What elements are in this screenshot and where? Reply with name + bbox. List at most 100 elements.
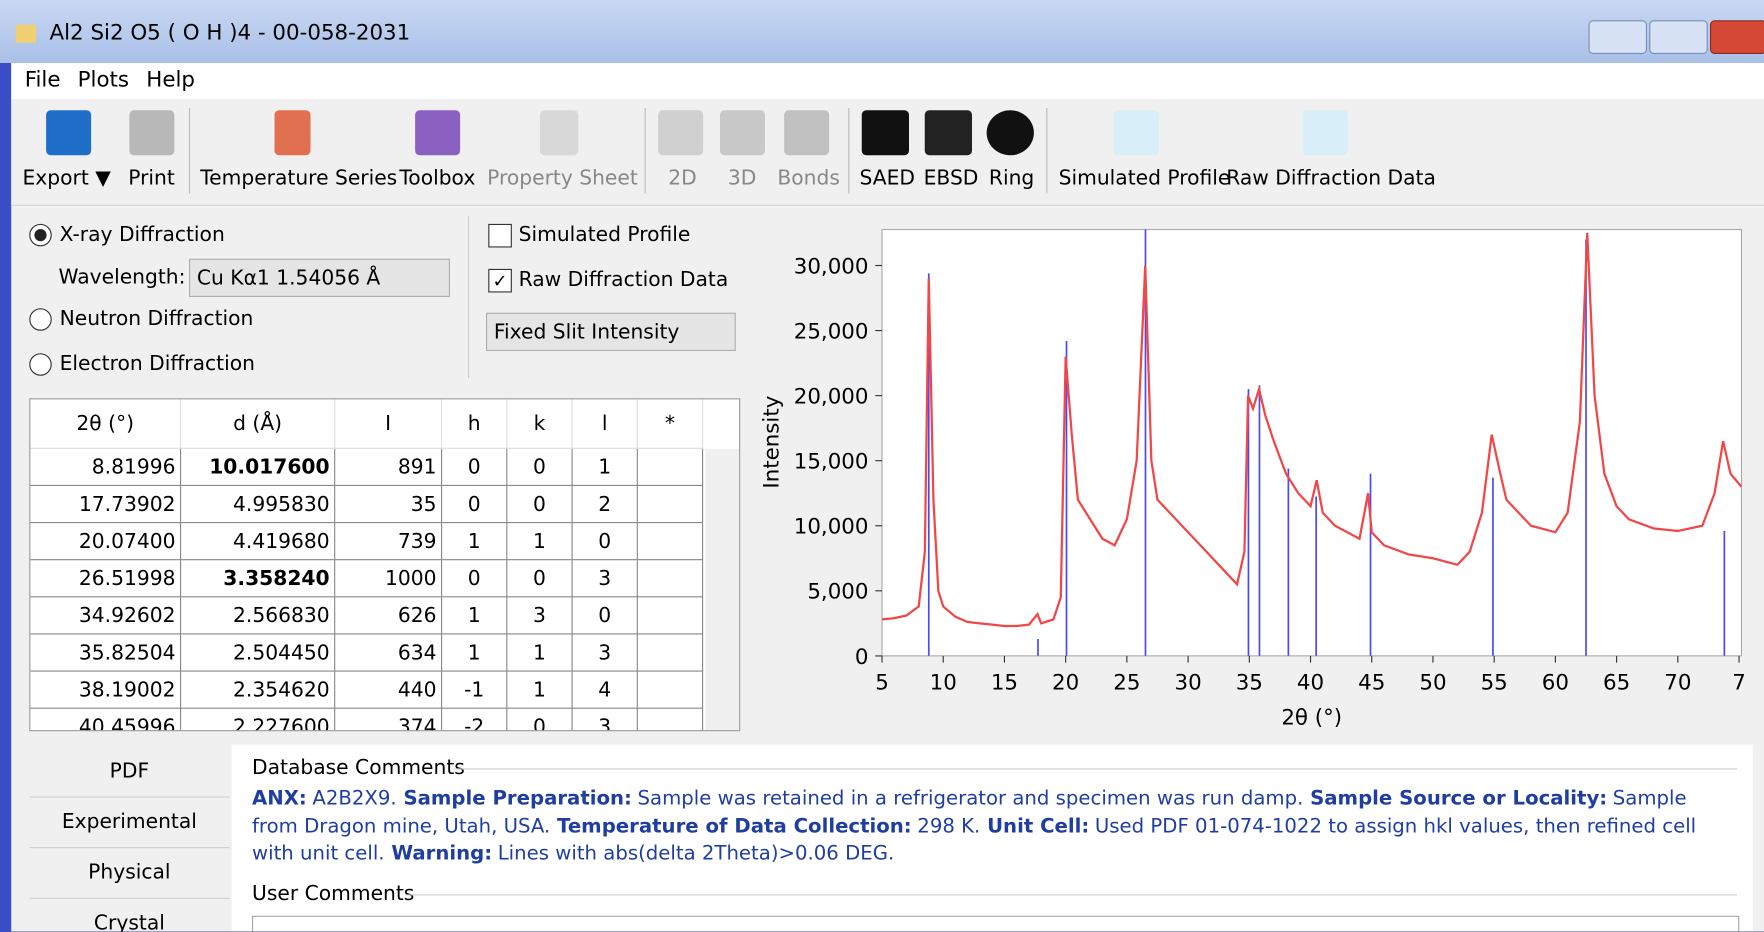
y-tick-label: 20,000 — [794, 385, 869, 410]
table-cell — [637, 523, 704, 561]
table-cell: 4 — [572, 671, 638, 709]
table-cell: 1 — [507, 523, 573, 561]
comment-label: Sample Preparation: — [403, 787, 632, 811]
table-cell — [637, 671, 704, 709]
table-cell — [637, 448, 704, 486]
comment-text: Used PDF 01-074-1022 to assign hkl value… — [252, 815, 1697, 866]
wavelength-combo[interactable]: Cu Kα1 1.54056 Å — [189, 258, 450, 297]
toolbar-button[interactable]: EBSD — [923, 166, 979, 191]
intensity-combo[interactable]: Fixed Slit Intensity — [486, 312, 736, 351]
table-cell: 1 — [442, 634, 508, 672]
table-cell: 891 — [335, 448, 443, 486]
table-cell: 35 — [335, 486, 443, 524]
table-cell: 626 — [335, 597, 443, 635]
tab[interactable]: Experimental — [29, 797, 230, 849]
table-cell: 0 — [507, 560, 573, 598]
icon — [46, 110, 92, 156]
comment-text: Sample was retained in a refrigerator an… — [637, 787, 1304, 811]
checkbox-checked[interactable]: ✓ — [488, 268, 512, 293]
table-cell: 2.354620 — [181, 671, 336, 709]
x-tick-label: 10 — [930, 671, 957, 696]
toolbar-button: 2D — [668, 166, 697, 191]
table-cell: 0 — [572, 523, 638, 561]
profile-line — [882, 232, 1742, 628]
icon — [924, 110, 972, 156]
toolbar-button[interactable]: Raw Diffraction Data — [1226, 166, 1436, 191]
toolbar-button[interactable]: Simulated Profile — [1058, 166, 1231, 191]
icon — [861, 110, 909, 156]
toolbar-button[interactable]: SAED — [859, 166, 915, 191]
y-tick-label: 15,000 — [794, 450, 869, 475]
database-comments: ANX: A2B2X9. Sample Preparation: Sample was… — [252, 785, 1737, 868]
app-icon — [15, 24, 36, 43]
plot-area — [881, 228, 1743, 657]
tab[interactable]: Physical — [29, 848, 230, 899]
comment-label: Sample Source or Locality: — [1310, 787, 1608, 811]
separator — [848, 108, 850, 194]
table-cell: 0 — [442, 560, 508, 598]
column-header: k — [507, 399, 573, 449]
table-cell: 0 — [507, 708, 573, 731]
radio[interactable] — [29, 353, 52, 376]
close-button[interactable] — [1710, 20, 1764, 54]
x-tick-label: 25 — [1113, 671, 1140, 696]
icon — [1302, 110, 1348, 156]
table-cell — [637, 486, 704, 524]
radio[interactable] — [29, 308, 52, 331]
checkbox[interactable] — [488, 223, 512, 248]
toolbar-button[interactable]: Print — [128, 166, 175, 191]
table-cell: 1 — [442, 523, 508, 561]
radio-label: Electron Diffraction — [59, 352, 255, 376]
column-header: 2θ (°) — [30, 399, 182, 449]
minimize-button[interactable] — [1588, 20, 1647, 54]
separator — [189, 108, 191, 194]
table-cell: 20.07400 — [30, 523, 182, 561]
table-cell: 440 — [335, 671, 443, 709]
y-axis-label: Intensity — [760, 396, 785, 489]
radio-checked[interactable] — [29, 223, 52, 247]
table-cell: 634 — [335, 634, 443, 672]
table-cell: 0 — [442, 448, 508, 486]
table-cell: 3 — [572, 634, 638, 672]
x-tick-label: 5 — [875, 671, 889, 696]
icon — [986, 110, 1034, 156]
radio-label: Neutron Diffraction — [59, 307, 254, 331]
x-tick-label: 50 — [1419, 671, 1446, 696]
x-tick-label: 40 — [1297, 671, 1324, 696]
chart: 2θ (°) Intensity 0 5,000 10,000 15,000 20,00… — [760, 228, 1746, 731]
x-tick-label: 35 — [1236, 671, 1263, 696]
table-cell: 10.017600 — [181, 448, 336, 486]
toolbar-button[interactable]: Export ▼ — [22, 166, 111, 191]
comment-label: Warning: — [391, 842, 493, 866]
comment-label: ANX: — [252, 787, 307, 811]
table-cell: 0 — [507, 448, 573, 486]
table-cell: 1000 — [335, 560, 443, 598]
menu-item[interactable]: Plots — [77, 67, 130, 93]
table-cell: 35.82504 — [30, 634, 182, 672]
table-cell: 0 — [572, 597, 638, 635]
toolbar-button: Property Sheet — [487, 166, 638, 191]
table-cell: 2 — [572, 486, 638, 524]
table-cell: 3 — [507, 597, 573, 635]
icon — [540, 110, 579, 156]
comment-text: 298 K. — [917, 815, 981, 838]
title-bar — [0, 0, 1764, 63]
toolbar-button[interactable]: Ring — [988, 166, 1035, 191]
icon — [415, 110, 461, 156]
menu-item[interactable]: File — [24, 67, 61, 93]
toolbar-button[interactable]: Temperature Series — [200, 166, 398, 191]
section-title: User Comments — [252, 882, 415, 906]
table-cell: 38.19002 — [30, 671, 182, 709]
menu-item[interactable]: Help — [146, 67, 195, 93]
table-cell: -2 — [442, 708, 508, 731]
separator — [1046, 108, 1048, 194]
scrollbar[interactable] — [705, 448, 740, 731]
table-cell — [637, 634, 704, 672]
tab[interactable]: Crystal — [29, 898, 230, 932]
user-comments-input[interactable] — [252, 915, 1740, 932]
table-cell: 17.73902 — [30, 486, 182, 524]
maximize-button[interactable] — [1649, 20, 1708, 54]
tab[interactable]: PDF — [29, 747, 230, 798]
toolbar-button[interactable]: Toolbox — [399, 166, 476, 191]
x-tick-label: 15 — [991, 671, 1018, 696]
